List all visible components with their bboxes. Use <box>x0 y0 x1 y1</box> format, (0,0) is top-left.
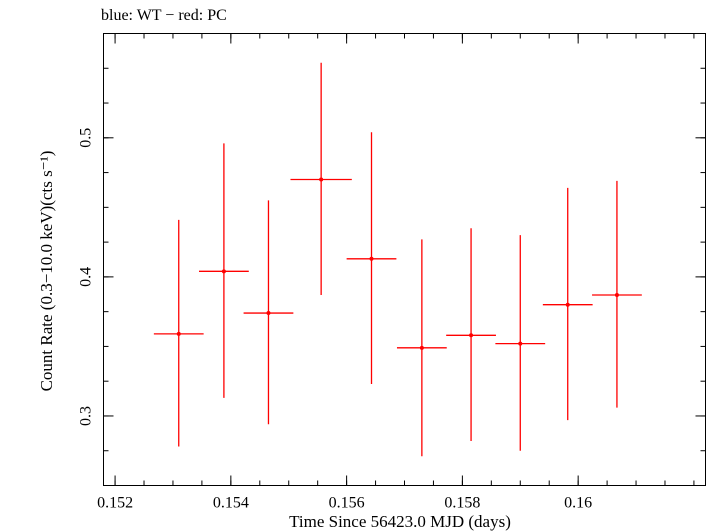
data-point <box>396 239 447 457</box>
x-tick-label: 0.154 <box>213 495 249 512</box>
axis-ticks <box>103 33 706 486</box>
x-tick-labels: 0.152 0.154 0.156 0.158 0.16 <box>97 495 592 512</box>
point-marker <box>614 292 619 297</box>
point-marker <box>319 177 324 182</box>
point-marker <box>369 256 374 261</box>
point-marker <box>469 333 474 338</box>
data-point <box>290 62 352 295</box>
point-marker <box>221 269 226 274</box>
x-tick-label: 0.152 <box>97 495 133 512</box>
x-axis-label: Time Since 56423.0 MJD (days) <box>289 512 511 531</box>
y-tick-label: 0.3 <box>78 406 95 426</box>
data-point <box>542 187 593 421</box>
data-points <box>153 62 642 457</box>
y-tick-label: 0.5 <box>78 128 95 148</box>
point-marker <box>565 302 570 307</box>
point-marker <box>266 311 271 316</box>
point-marker <box>419 345 424 350</box>
data-point <box>243 200 294 425</box>
plot-frame <box>103 33 706 486</box>
data-point <box>495 235 546 451</box>
data-point <box>592 180 642 408</box>
x-tick-label: 0.158 <box>444 495 480 512</box>
data-point <box>199 143 249 398</box>
x-tick-label: 0.16 <box>564 495 592 512</box>
data-point <box>153 219 204 447</box>
data-point <box>346 132 397 384</box>
point-marker <box>518 341 523 346</box>
x-tick-label: 0.156 <box>329 495 365 512</box>
data-point <box>446 228 496 441</box>
chart-title: blue: WT − red: PC <box>101 7 227 24</box>
point-marker <box>176 331 181 336</box>
y-tick-labels: 0.3 0.4 0.5 <box>78 128 95 426</box>
y-axis-label: Count Rate (0.3−10.0 keV)(cts s⁻¹) <box>37 151 56 392</box>
y-tick-label: 0.4 <box>78 267 95 287</box>
